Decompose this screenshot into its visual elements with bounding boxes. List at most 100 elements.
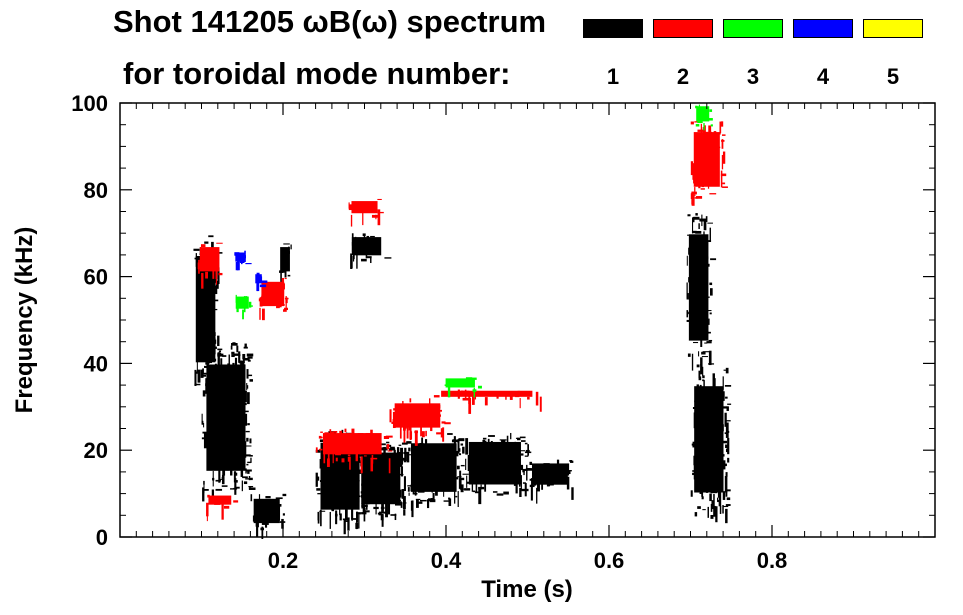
mode-speckle bbox=[396, 474, 399, 482]
mode-speckle bbox=[444, 422, 451, 425]
mode-speckle bbox=[707, 434, 709, 442]
mode-speckle bbox=[458, 478, 462, 489]
mode-speckle bbox=[460, 443, 464, 446]
mode-speckle bbox=[242, 401, 246, 403]
mode-speckle bbox=[247, 374, 253, 377]
mode-speckle bbox=[197, 369, 201, 383]
series-2-region-6 bbox=[348, 198, 384, 227]
mode-speckle bbox=[209, 334, 212, 343]
mode-speckle bbox=[702, 184, 709, 187]
mode-speckle bbox=[402, 400, 404, 406]
mode-speckle bbox=[715, 470, 719, 481]
mode-speckle bbox=[517, 393, 523, 397]
mode-speckle bbox=[211, 489, 215, 500]
mode-speckle bbox=[509, 394, 513, 400]
mode-speckle bbox=[723, 406, 728, 409]
mode-speckle bbox=[230, 345, 233, 350]
mode-speckle bbox=[245, 263, 252, 265]
mode-speckle bbox=[722, 186, 728, 188]
mode-speckle bbox=[419, 499, 427, 502]
mode-speckle bbox=[215, 431, 219, 434]
mode-speckle bbox=[442, 427, 445, 442]
x-axis-label: Time (s) bbox=[481, 576, 573, 603]
mode-speckle bbox=[457, 448, 461, 452]
mode-speckle bbox=[231, 374, 235, 378]
mode-speckle bbox=[378, 211, 384, 214]
mode-speckle bbox=[254, 507, 258, 510]
mode-speckle bbox=[230, 459, 232, 465]
mode-speckle bbox=[693, 175, 696, 184]
mode-speckle bbox=[442, 466, 450, 469]
mode-speckle bbox=[703, 110, 706, 121]
mode-speckle bbox=[356, 443, 358, 458]
mode-speckle bbox=[421, 446, 424, 448]
mode-speckle bbox=[234, 478, 237, 495]
mode-speckle bbox=[431, 477, 433, 493]
mode-speckle bbox=[276, 305, 280, 309]
mode-speckle bbox=[482, 471, 486, 473]
mode-speckle bbox=[457, 476, 462, 478]
mode-speckle bbox=[215, 270, 217, 285]
mode-speckle bbox=[206, 502, 209, 517]
mode-speckle bbox=[364, 251, 368, 254]
mode-speckle bbox=[222, 355, 227, 357]
mode-speckle bbox=[248, 476, 251, 481]
mode-speckle bbox=[419, 442, 424, 446]
mode-speckle bbox=[344, 428, 347, 433]
mode-speckle bbox=[536, 487, 538, 504]
mode-speckle bbox=[398, 456, 401, 460]
mode-speckle bbox=[383, 498, 390, 500]
mode-speckle bbox=[233, 500, 239, 503]
mode-speckle bbox=[524, 451, 532, 454]
mode-speckle bbox=[199, 355, 201, 359]
mode-speckle bbox=[693, 283, 696, 289]
mode-speckle bbox=[702, 427, 705, 441]
mode-speckle bbox=[482, 474, 485, 479]
mode-speckle bbox=[694, 261, 700, 264]
mode-speckle bbox=[383, 478, 387, 492]
mode-speckle bbox=[459, 477, 465, 481]
mode-speckle bbox=[448, 480, 451, 483]
mode-speckle bbox=[520, 464, 524, 471]
mode-speckle bbox=[398, 479, 401, 488]
mode-speckle bbox=[523, 393, 529, 395]
mode-speckle bbox=[257, 521, 259, 528]
mode-speckle bbox=[717, 483, 720, 486]
mode-speckle bbox=[719, 392, 722, 406]
mode-speckle bbox=[233, 353, 240, 356]
mode-speckle bbox=[539, 396, 542, 412]
mode-speckle bbox=[706, 407, 710, 412]
mode-speckle bbox=[392, 411, 396, 429]
mode-speckle bbox=[242, 357, 250, 361]
mode-speckle bbox=[216, 252, 223, 254]
mode-speckle bbox=[195, 253, 197, 267]
mode-speckle bbox=[713, 494, 715, 508]
mode-speckle bbox=[694, 326, 696, 336]
mode-speckle bbox=[407, 485, 411, 487]
mode-speckle bbox=[701, 277, 704, 285]
mode-speckle bbox=[442, 474, 445, 477]
mode-speckle bbox=[496, 395, 499, 399]
mode-speckle bbox=[216, 242, 223, 244]
series-4-region-2 bbox=[234, 250, 252, 271]
mode-speckle bbox=[694, 155, 699, 157]
mode-speckle bbox=[686, 319, 694, 322]
mode-speckle bbox=[379, 511, 386, 514]
mode-speckle bbox=[475, 446, 480, 449]
mode-speckle bbox=[226, 467, 233, 470]
mode-speckle bbox=[435, 478, 438, 496]
mode-speckle bbox=[193, 248, 200, 251]
mode-region-core bbox=[361, 452, 401, 505]
mode-speckle bbox=[205, 303, 208, 316]
mode-speckle bbox=[710, 258, 717, 261]
mode-speckle bbox=[691, 230, 697, 234]
mode-speckle bbox=[471, 391, 475, 405]
mode-speckle bbox=[520, 475, 522, 491]
mode-speckle bbox=[705, 164, 707, 181]
mode-speckle bbox=[249, 477, 253, 481]
mode-speckle bbox=[688, 311, 694, 315]
mode-speckle bbox=[243, 346, 248, 349]
x-tick-label: 0.4 bbox=[431, 548, 462, 573]
mode-speckle bbox=[206, 331, 212, 334]
mode-speckle bbox=[241, 480, 243, 492]
